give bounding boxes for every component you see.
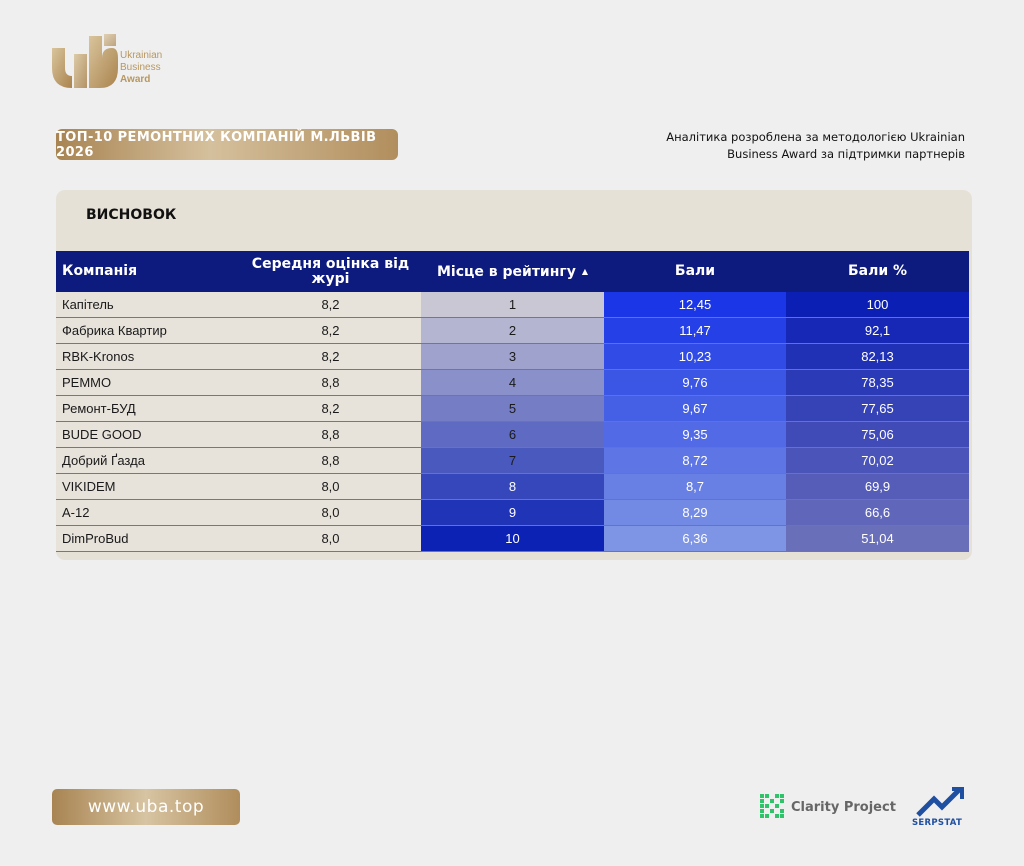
percent-cell: 82,13 [786,343,969,370]
table-row: РЕММО 8,8 4 9,76 78,35 [56,369,969,396]
analytics-line-1: Аналітика розроблена за методологією Ukr… [666,130,965,144]
logo-text: Ukrainian Business Award [120,50,162,86]
logo-line-2: Business [120,62,161,73]
points-cell: 8,72 [604,447,786,474]
avg-score-cell: 8,0 [240,499,421,526]
table-row: BUDE GOOD 8,8 6 9,35 75,06 [56,421,969,448]
avg-score-cell: 8,0 [240,473,421,500]
uba-logo-icon [52,34,118,88]
place-cell: 4 [421,369,604,396]
avg-score-cell: 8,2 [240,395,421,422]
avg-score-cell: 8,2 [240,292,421,318]
ukrainian-business-award-logo: Ukrainian Business Award [52,34,182,90]
table-body: Капітель 8,2 1 12,45 100 Фабрика Квартир 8,2 2 1… [56,292,969,552]
percent-cell: 75,06 [786,421,969,448]
place-cell: 8 [421,473,604,500]
table-row: DimProBud 8,0 10 6,36 51,04 [56,525,969,552]
percent-cell: 100 [786,292,969,318]
points-cell: 9,67 [604,395,786,422]
table-row: RBK-Kronos 8,2 3 10,23 82,13 [56,343,969,370]
points-cell: 9,35 [604,421,786,448]
place-cell: 5 [421,395,604,422]
analytics-note: Аналітика розроблена за методологією Ukr… [645,129,965,163]
table-row: VIKIDEM 8,0 8 8,7 69,9 [56,473,969,500]
company-cell: BUDE GOOD [56,421,240,448]
analytics-line-2: Business Award за підтримки партнерів [727,147,965,161]
panel-title: ВИСНОВОК [86,207,177,223]
percent-cell: 69,9 [786,473,969,500]
company-cell: RBK-Kronos [56,343,240,370]
points-cell: 6,36 [604,525,786,552]
sort-ascending-icon: ▲ [581,266,589,276]
points-cell: 10,23 [604,343,786,370]
percent-cell: 51,04 [786,525,969,552]
serpstat-label: SERPSTAT [912,818,963,828]
percent-cell: 92,1 [786,317,969,344]
place-cell: 9 [421,499,604,526]
header-company[interactable]: Компанія [56,251,240,292]
avg-score-cell: 8,2 [240,343,421,370]
company-cell: РЕММО [56,369,240,396]
header-avg-score[interactable]: Середня оцінка від журі [240,251,421,292]
place-cell: 7 [421,447,604,474]
avg-score-cell: 8,2 [240,317,421,344]
header-place-label: Місце в рейтингу [436,263,576,280]
serpstat-logo: SERPSTAT [910,787,968,829]
percent-cell: 70,02 [786,447,969,474]
company-cell: Ремонт-БУД [56,395,240,422]
rating-table: Компанія Середня оцінка від журі Місце в… [56,251,969,552]
points-cell: 11,47 [604,317,786,344]
avg-score-cell: 8,8 [240,447,421,474]
clarity-project-label: Clarity Project [791,799,896,815]
company-cell: Фабрика Квартир [56,317,240,344]
points-cell: 8,29 [604,499,786,526]
place-cell: 6 [421,421,604,448]
table-row: Добрий Ґазда 8,8 7 8,72 70,02 [56,447,969,474]
clarity-project-logo: Clarity Project [760,794,896,820]
page-title-badge: ТОП-10 РЕМОНТНИХ КОМПАНІЙ М.ЛЬВІВ 2026 [56,129,398,160]
clarity-project-icon [760,794,784,818]
logo-line-1: Ukrainian [120,50,163,61]
table-header-row: Компанія Середня оцінка від журі Місце в… [56,251,969,292]
points-cell: 8,7 [604,473,786,500]
place-cell: 3 [421,343,604,370]
points-cell: 12,45 [604,292,786,318]
table-row: Ремонт-БУД 8,2 5 9,67 77,65 [56,395,969,422]
website-link[interactable]: www.uba.top [52,789,240,825]
header-points[interactable]: Бали [604,251,786,292]
company-cell: Добрий Ґазда [56,447,240,474]
place-cell: 1 [421,292,604,318]
serpstat-icon [916,787,964,817]
avg-score-cell: 8,8 [240,369,421,396]
place-cell: 10 [421,525,604,552]
points-cell: 9,76 [604,369,786,396]
avg-score-cell: 8,8 [240,421,421,448]
logo-line-3: Award [120,74,151,85]
header-place[interactable]: Місце в рейтингу ▲ [421,251,604,292]
percent-cell: 77,65 [786,395,969,422]
avg-score-cell: 8,0 [240,525,421,552]
table-row: Фабрика Квартир 8,2 2 11,47 92,1 [56,317,969,344]
table-row: А-12 8,0 9 8,29 66,6 [56,499,969,526]
percent-cell: 66,6 [786,499,969,526]
company-cell: Капітель [56,292,240,318]
company-cell: VIKIDEM [56,473,240,500]
place-cell: 2 [421,317,604,344]
percent-cell: 78,35 [786,369,969,396]
header-percent[interactable]: Бали % [786,251,969,292]
company-cell: DimProBud [56,525,240,552]
company-cell: А-12 [56,499,240,526]
table-row: Капітель 8,2 1 12,45 100 [56,292,969,318]
